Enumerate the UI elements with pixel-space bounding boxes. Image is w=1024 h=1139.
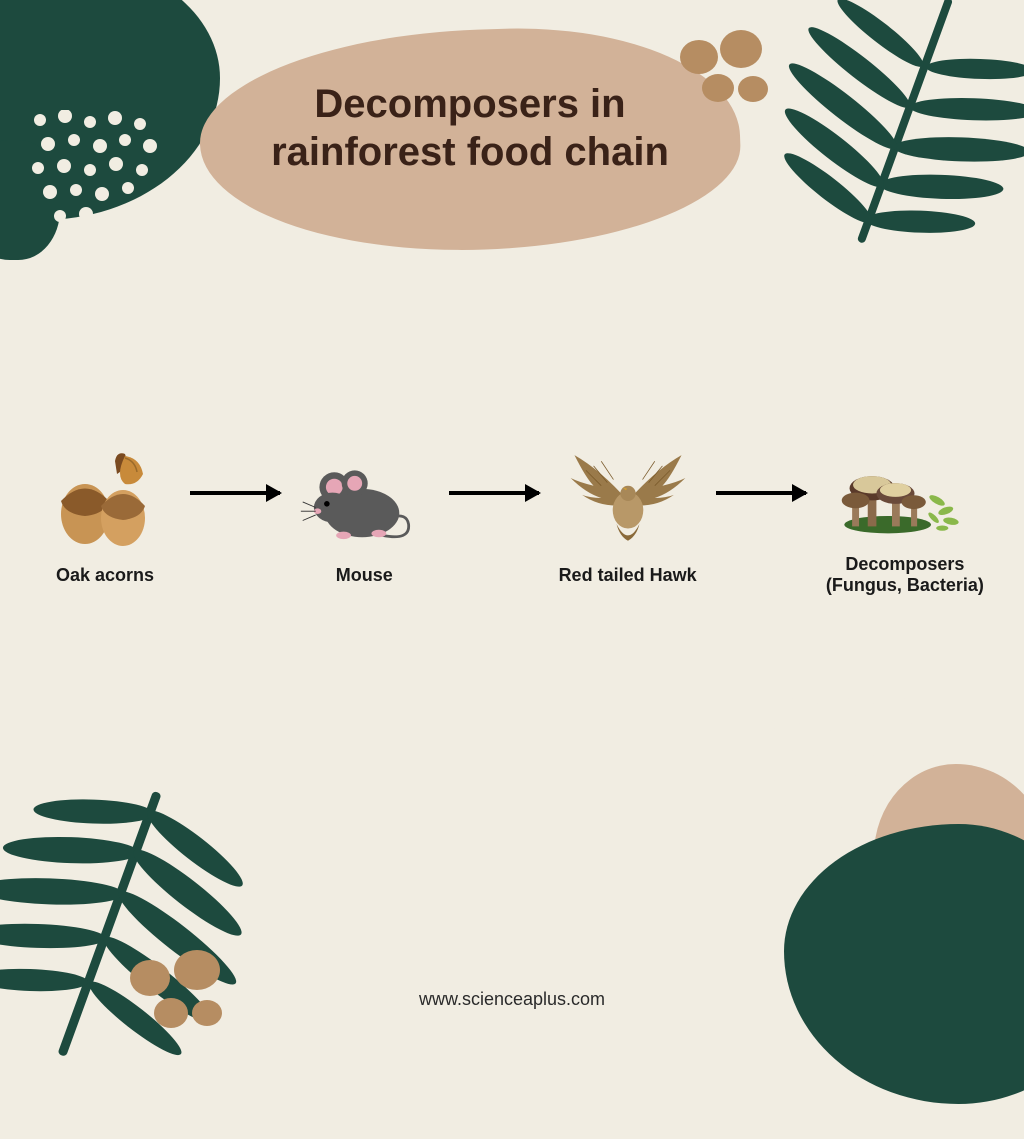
acorn-icon <box>40 441 170 561</box>
chain-label-hawk: Red tailed Hawk <box>559 565 697 586</box>
chain-label-acorns: Oak acorns <box>56 565 154 586</box>
leaf-bottom-left-icon <box>0 709 343 1139</box>
footer-url: www.scienceaplus.com <box>0 989 1024 1010</box>
arrow-1 <box>190 491 280 495</box>
blob-bottom-right <box>784 824 1024 1104</box>
mouse-icon <box>299 441 429 561</box>
arrow-2 <box>449 491 539 495</box>
title-line2: rainforest food chain <box>271 130 669 174</box>
chain-label-mouse: Mouse <box>336 565 393 586</box>
arrow-3 <box>716 491 806 495</box>
chain-node-decomposers: Decomposers (Fungus, Bacteria) <box>826 430 984 596</box>
food-chain-row: Oak acorns Mouse <box>40 430 984 596</box>
chain-label-decomposers: Decomposers <box>845 554 964 575</box>
dots-bottom-right <box>744 694 964 854</box>
chain-node-hawk: Red tailed Hawk <box>559 441 697 586</box>
page-title: Decomposers in rainforest food chain <box>230 80 710 176</box>
hawk-icon <box>563 441 693 561</box>
chain-node-mouse: Mouse <box>299 441 429 586</box>
chain-node-acorns: Oak acorns <box>40 441 170 586</box>
title-line1: Decomposers in <box>314 82 625 126</box>
chain-sublabel-decomposers: (Fungus, Bacteria) <box>826 575 984 596</box>
mushroom-icon <box>840 430 970 550</box>
